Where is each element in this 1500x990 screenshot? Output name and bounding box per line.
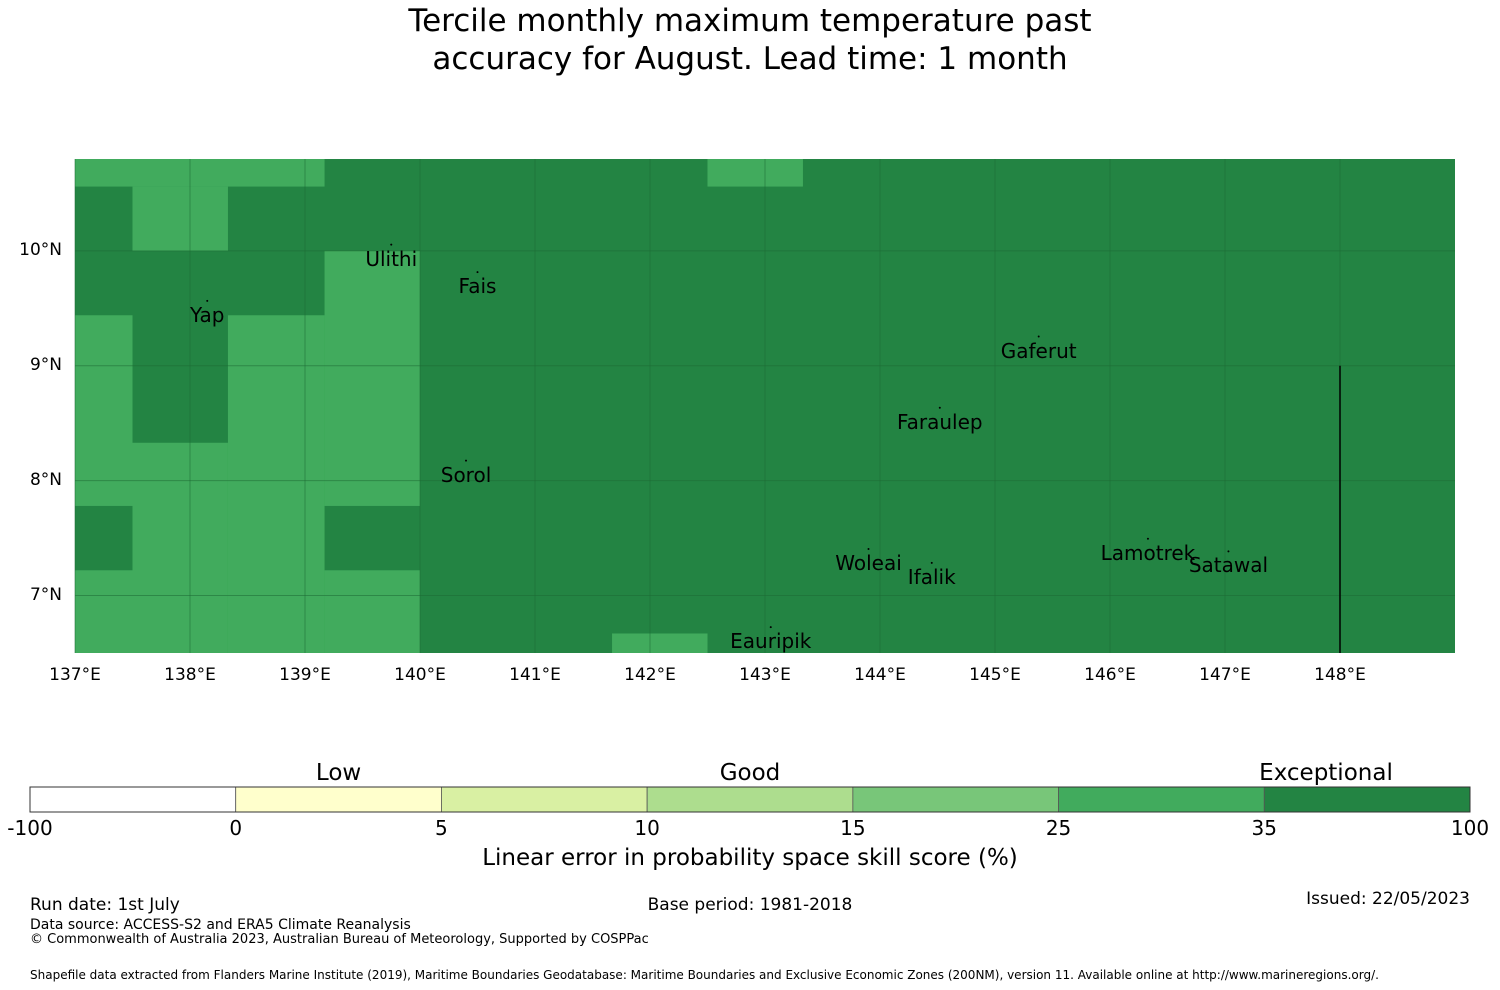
- lon-tick-label: 145°E: [969, 665, 1021, 685]
- skill-region: [707, 159, 803, 187]
- colorbar-bin: [646, 786, 854, 813]
- lon-tick-label: 148°E: [1314, 665, 1366, 685]
- lon-tick-label: 140°E: [394, 665, 446, 685]
- colorbar-category-label: Exceptional: [1259, 760, 1393, 786]
- skill-region: [75, 159, 325, 187]
- colorbar-bin: [441, 786, 648, 813]
- place-label: Satawal: [1188, 553, 1269, 578]
- island-marker: [206, 299, 209, 302]
- island-marker: [867, 548, 870, 551]
- colorbar-bin: [1263, 786, 1471, 813]
- colorbar-bin: [852, 786, 1059, 813]
- island-marker: [769, 626, 772, 629]
- place-label: Faraulep: [896, 409, 983, 434]
- lon-tick-label: 137°E: [49, 665, 101, 685]
- title-line-1: Tercile monthly maximum temperature past: [408, 3, 1092, 39]
- lon-tick-label: 143°E: [739, 665, 791, 685]
- lon-tick-label: 142°E: [624, 665, 676, 685]
- lat-tick-label: 9°N: [29, 354, 62, 375]
- data-source: Data source: ACCESS-S2 and ERA5 Climate …: [30, 917, 411, 933]
- place-label: Ulithi: [365, 246, 418, 271]
- island-marker: [1146, 537, 1149, 540]
- colorbar-bin: [29, 786, 237, 813]
- colorbar-category-label: Good: [719, 760, 781, 786]
- island-marker: [390, 243, 393, 246]
- skill-region: [75, 505, 133, 571]
- lat-tick-label: 8°N: [29, 469, 62, 490]
- colorbar-tick-label: 35: [1251, 816, 1277, 840]
- colorbar-tick-label: 15: [840, 816, 866, 840]
- skill-region: [324, 505, 420, 571]
- colorbar-tick-label: 100: [1450, 816, 1490, 840]
- place-label: Gaferut: [1000, 338, 1077, 363]
- colorbar-tick-label: 10: [634, 816, 660, 840]
- colorbar-tick-label: -100: [7, 816, 53, 840]
- lon-tick-label: 144°E: [854, 665, 906, 685]
- title-line-2: accuracy for August. Lead time: 1 month: [432, 41, 1068, 77]
- island-marker: [930, 561, 933, 564]
- island-marker: [1227, 550, 1230, 553]
- place-label: Eauripik: [730, 629, 812, 654]
- place-label: Woleai: [835, 551, 902, 576]
- colorbar-category-label: Low: [315, 760, 362, 786]
- skill-region: [132, 442, 228, 653]
- lat-tick-label: 7°N: [29, 584, 62, 605]
- skill-region: [132, 186, 228, 251]
- lon-tick-label: 139°E: [279, 665, 331, 685]
- colorbar-tick-label: 5: [435, 816, 448, 840]
- place-label: Fais: [458, 274, 497, 299]
- colorbar-label: Linear error in probability space skill …: [482, 845, 1018, 871]
- base-period: Base period: 1981-2018: [647, 895, 853, 915]
- island-marker: [465, 459, 467, 462]
- colorbar-tick-label: 25: [1045, 816, 1072, 840]
- shapefile-credit: Shapefile data extracted from Flanders M…: [30, 968, 1379, 982]
- lon-tick-label: 138°E: [164, 665, 216, 685]
- lon-tick-label: 146°E: [1084, 665, 1136, 685]
- lat-tick-label: 10°N: [19, 239, 62, 260]
- issued-date: Issued: 22/05/2023: [1306, 889, 1470, 909]
- lon-tick-label: 147°E: [1199, 665, 1251, 685]
- skill-region: [612, 633, 708, 653]
- place-label: Sorol: [440, 462, 492, 487]
- chart-title: Tercile monthly maximum temperature past…: [0, 2, 1500, 78]
- colorbar-bin: [1058, 786, 1265, 813]
- skill-region: [75, 315, 133, 653]
- place-label: Yap: [190, 302, 225, 327]
- island-marker: [1037, 335, 1040, 338]
- lon-tick-label: 141°E: [509, 665, 561, 685]
- copyright: © Commonwealth of Australia 2023, Austra…: [30, 932, 649, 947]
- place-label: Ifalik: [907, 564, 956, 589]
- place-label: Lamotrek: [1100, 540, 1196, 565]
- colorbar-frame: [29, 786, 1471, 813]
- island-marker: [476, 271, 479, 274]
- skill-region: [227, 315, 325, 653]
- skill-region: [324, 250, 420, 653]
- island-marker: [938, 406, 941, 409]
- map-area: [74, 159, 1455, 653]
- colorbar-bin: [235, 786, 442, 813]
- run-date: Run date: 1st July: [30, 895, 180, 915]
- colorbar-tick-label: 0: [229, 816, 243, 840]
- colorbar: [29, 786, 1471, 813]
